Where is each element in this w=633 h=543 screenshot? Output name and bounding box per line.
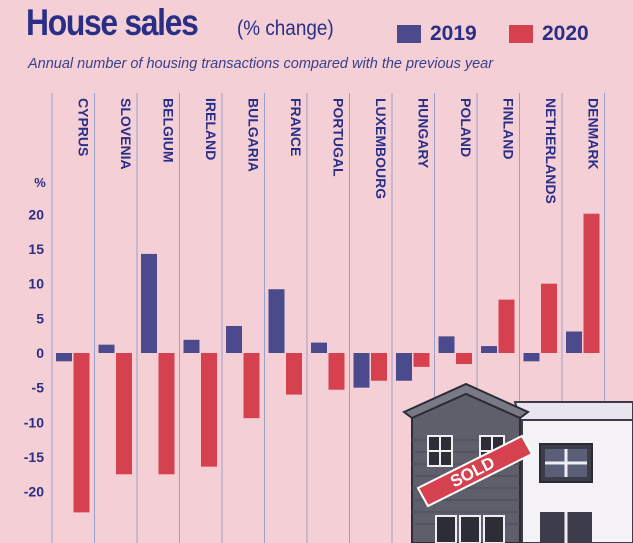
bar-2020-poland	[456, 353, 472, 365]
bar-2020-bulgaria	[243, 353, 260, 419]
y-axis-label: %	[34, 175, 46, 190]
bar-2019-luxembourg	[353, 353, 370, 388]
category-label-netherlands: NETHERLANDS	[543, 98, 559, 204]
bar-2019-ireland	[183, 339, 200, 353]
category-label-portugal: PORTUGAL	[330, 98, 346, 177]
y-tick-label: -15	[24, 449, 44, 465]
bar-2019-portugal	[311, 342, 327, 353]
bar-2020-cyprus	[73, 353, 90, 513]
chart-title: House sales	[26, 2, 199, 43]
chart-subtitle: Annual number of housing transactions co…	[28, 56, 494, 72]
y-tick-label: 20	[28, 206, 44, 222]
bar-2020-netherlands	[541, 283, 557, 353]
y-tick-label: 10	[28, 276, 44, 292]
category-label-denmark: DENMARK	[585, 98, 601, 170]
bar-2020-slovenia	[116, 353, 132, 475]
category-label-cyprus: CYPRUS	[75, 98, 91, 156]
bar-2019-netherlands	[523, 353, 540, 362]
y-tick-label: 5	[36, 310, 44, 326]
category-label-finland: FINLAND	[500, 98, 516, 159]
category-label-ireland: IRELAND	[203, 98, 219, 160]
bar-2019-france	[268, 289, 285, 353]
chart-title-suffix: (% change)	[237, 17, 334, 40]
bar-2020-france	[286, 353, 302, 395]
bar-2020-belgium	[158, 353, 175, 475]
bar-2019-denmark	[566, 331, 582, 353]
bar-2019-belgium	[141, 253, 157, 353]
category-label-bulgaria: BULGARIA	[245, 98, 261, 172]
bar-2019-slovenia	[98, 344, 115, 353]
bar-2020-ireland	[201, 353, 217, 467]
bar-2020-luxembourg	[371, 353, 387, 381]
legend-swatch-2020	[509, 25, 533, 43]
bar-2019-hungary	[396, 353, 412, 381]
category-label-slovenia: SLOVENIA	[118, 98, 134, 170]
bar-2019-bulgaria	[226, 325, 242, 353]
y-tick-label: -20	[24, 484, 44, 500]
bar-2019-finland	[481, 346, 497, 353]
y-tick-label: 0	[36, 345, 44, 361]
bar-2020-hungary	[413, 353, 430, 367]
legend-label-2019: 2019	[430, 22, 477, 45]
y-tick-label: -5	[32, 380, 45, 396]
category-label-hungary: HUNGARY	[415, 98, 431, 169]
y-tick-label: -10	[24, 414, 44, 430]
legend-entry-2020: 2020	[509, 22, 589, 46]
bar-2020-finland	[498, 299, 515, 353]
category-label-france: FRANCE	[288, 98, 304, 156]
bar-2019-poland	[438, 336, 455, 353]
category-label-poland: POLAND	[458, 98, 474, 157]
legend-entry-2019: 2019	[397, 22, 477, 46]
legend-swatch-2019	[397, 25, 421, 43]
bar-2019-cyprus	[56, 353, 72, 362]
bar-2020-denmark	[583, 213, 600, 353]
white-house	[513, 401, 633, 543]
legend-label-2020: 2020	[542, 22, 589, 45]
category-label-belgium: BELGIUM	[160, 98, 176, 163]
y-tick-label: 15	[28, 241, 44, 257]
bar-2020-portugal	[328, 353, 345, 390]
category-label-luxembourg: LUXEMBOURG	[373, 98, 389, 199]
